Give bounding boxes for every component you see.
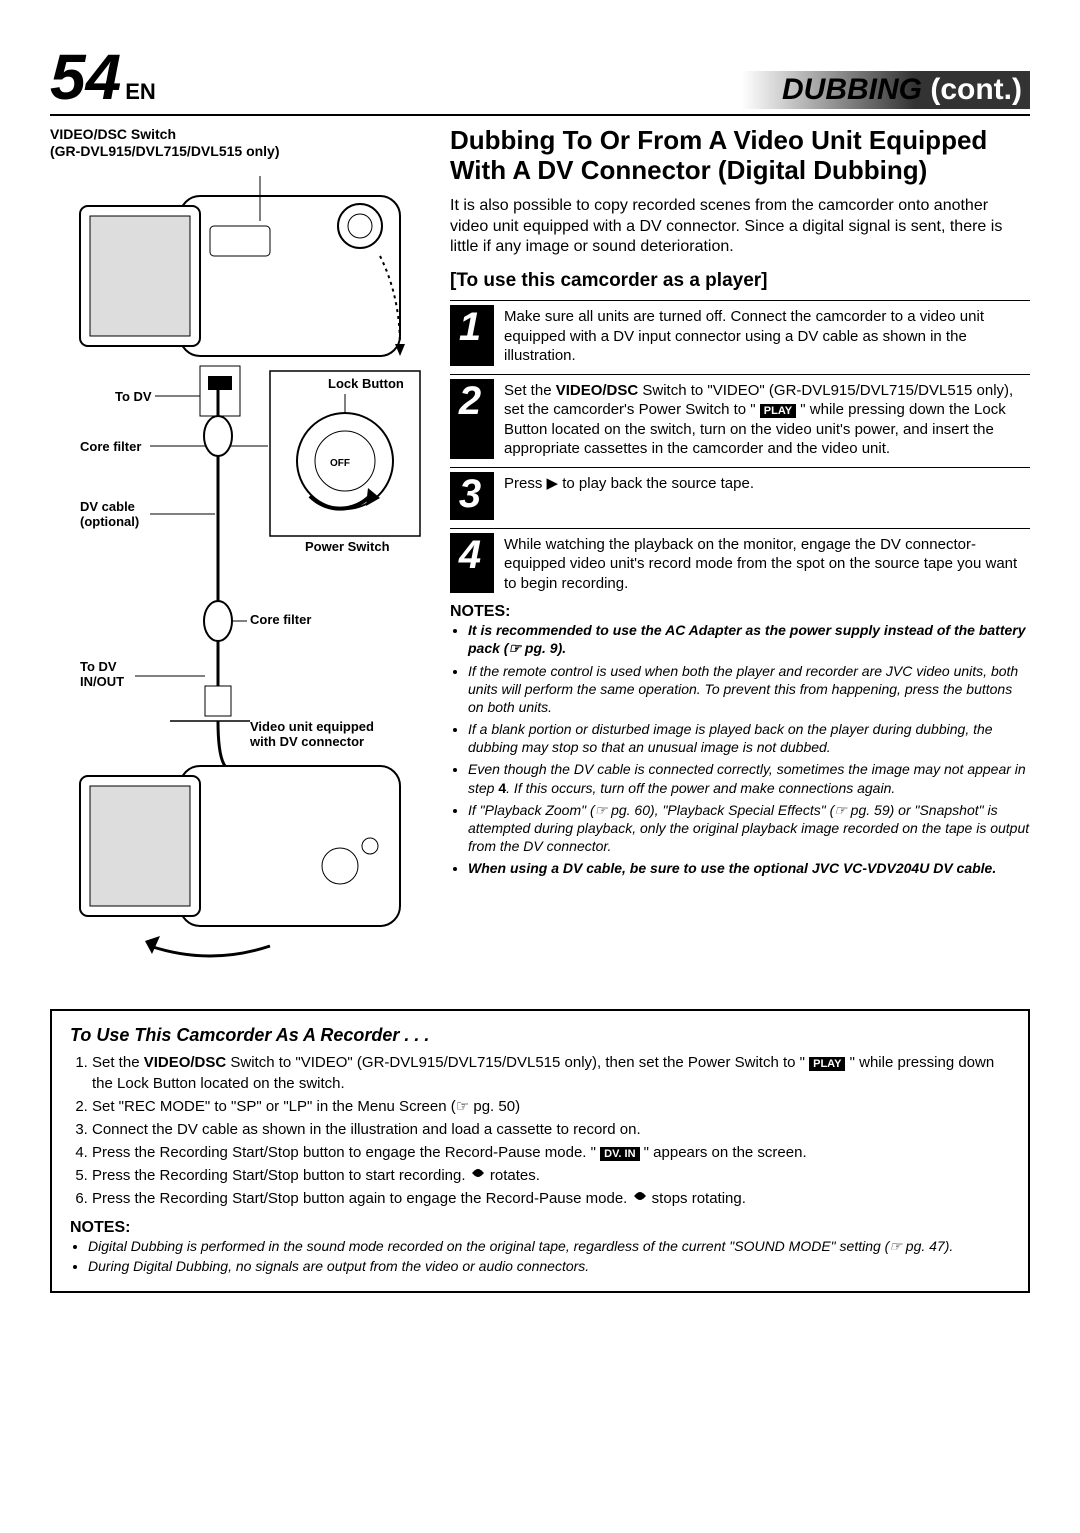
section-title: DUBBING (cont.) <box>742 71 1030 109</box>
page-lang: EN <box>125 79 156 104</box>
intro-text: It is also possible to copy recorded sce… <box>450 196 1030 258</box>
recorder-step: Press the Recording Start/Stop button to… <box>92 1165 1010 1186</box>
main-content: VIDEO/DSC Switch (GR-DVL915/DVL715/DVL51… <box>50 126 1030 989</box>
article-title: Dubbing To Or From A Video Unit Equipped… <box>450 126 1030 186</box>
section-cont: (cont.) <box>930 73 1022 106</box>
recorder-note-item: During Digital Dubbing, no signals are o… <box>88 1257 1010 1275</box>
step: 3Press ▶ to play back the source tape. <box>450 467 1030 520</box>
recorder-step: Press the Recording Start/Stop button ag… <box>92 1188 1010 1209</box>
step: 1Make sure all units are turned off. Con… <box>450 300 1030 366</box>
page-number: 54EN <box>50 40 156 114</box>
step-text: Make sure all units are turned off. Conn… <box>504 305 1030 366</box>
page-num-value: 54 <box>50 41 121 113</box>
note-item: It is recommended to use the AC Adapter … <box>468 621 1030 657</box>
svg-text:Core filter: Core filter <box>80 439 141 454</box>
recorder-step: Set "REC MODE" to "SP" or "LP" in the Me… <box>92 1096 1010 1117</box>
svg-text:Core filter: Core filter <box>250 612 311 627</box>
rotate-icon <box>470 1167 486 1184</box>
recorder-notes-header: NOTES: <box>70 1219 1010 1237</box>
note-item: If the remote control is used when both … <box>468 662 1030 717</box>
step-number: 3 <box>450 472 494 520</box>
recorder-note-item: Digital Dubbing is performed in the soun… <box>88 1237 1010 1255</box>
step: 2Set the VIDEO/DSC Switch to "VIDEO" (GR… <box>450 374 1030 459</box>
step-text: Press ▶ to play back the source tape. <box>504 472 754 520</box>
svg-text:(optional): (optional) <box>80 514 139 529</box>
recorder-title: To Use This Camcorder As A Recorder . . … <box>70 1025 1010 1046</box>
subtitle: [To use this camcorder as a player] <box>450 270 1030 292</box>
svg-text:Power Switch: Power Switch <box>305 539 390 554</box>
step-text: While watching the playback on the monit… <box>504 533 1030 594</box>
step-text: Set the VIDEO/DSC Switch to "VIDEO" (GR-… <box>504 379 1030 459</box>
recorder-notes-list: Digital Dubbing is performed in the soun… <box>70 1237 1010 1275</box>
page-header: 54EN DUBBING (cont.) <box>50 40 1030 116</box>
play-badge: PLAY <box>760 404 796 418</box>
camcorder-diagram: To DV Lock Button OFF Power Switch Core <box>50 166 430 986</box>
recorder-steps: Set the VIDEO/DSC Switch to "VIDEO" (GR-… <box>70 1052 1010 1209</box>
note-item: When using a DV cable, be sure to use th… <box>468 859 1030 877</box>
section-name: DUBBING <box>782 73 922 106</box>
recorder-notes: NOTES: Digital Dubbing is performed in t… <box>70 1219 1010 1275</box>
text-column: Dubbing To Or From A Video Unit Equipped… <box>450 126 1030 989</box>
svg-text:DV cable: DV cable <box>80 499 135 514</box>
dvin-badge: DV. IN <box>600 1147 639 1161</box>
step: 4While watching the playback on the moni… <box>450 528 1030 594</box>
svg-text:To DV: To DV <box>115 389 152 404</box>
notes-header: NOTES: <box>450 603 1030 621</box>
note-item: If a blank portion or disturbed image is… <box>468 720 1030 756</box>
step-number: 2 <box>450 379 494 459</box>
step-number: 1 <box>450 305 494 366</box>
note-item: Even though the DV cable is connected co… <box>468 760 1030 796</box>
svg-text:with DV connector: with DV connector <box>249 734 364 749</box>
notes-section: NOTES: It is recommended to use the AC A… <box>450 603 1030 877</box>
svg-text:To DV: To DV <box>80 659 117 674</box>
rotate-icon <box>632 1190 648 1207</box>
manual-page: 54EN DUBBING (cont.) VIDEO/DSC Switch (G… <box>0 0 1080 1333</box>
svg-text:IN/OUT: IN/OUT <box>80 674 124 689</box>
svg-text:Video unit equipped: Video unit equipped <box>250 719 374 734</box>
recorder-step: Press the Recording Start/Stop button to… <box>92 1142 1010 1163</box>
svg-text:Lock Button: Lock Button <box>328 376 404 391</box>
note-item: If "Playback Zoom" (☞ pg. 60), "Playback… <box>468 801 1030 856</box>
recorder-step: Connect the DV cable as shown in the ill… <box>92 1119 1010 1140</box>
svg-text:OFF: OFF <box>330 458 350 469</box>
diagram-top-label: VIDEO/DSC Switch (GR-DVL915/DVL715/DVL51… <box>50 126 430 160</box>
steps-list: 1Make sure all units are turned off. Con… <box>450 300 1030 593</box>
recorder-step: Set the VIDEO/DSC Switch to "VIDEO" (GR-… <box>92 1052 1010 1094</box>
step-number: 4 <box>450 533 494 594</box>
play-badge: PLAY <box>809 1057 845 1071</box>
recorder-box: To Use This Camcorder As A Recorder . . … <box>50 1009 1030 1293</box>
notes-list: It is recommended to use the AC Adapter … <box>450 621 1030 877</box>
diagram-column: VIDEO/DSC Switch (GR-DVL915/DVL715/DVL51… <box>50 126 430 989</box>
